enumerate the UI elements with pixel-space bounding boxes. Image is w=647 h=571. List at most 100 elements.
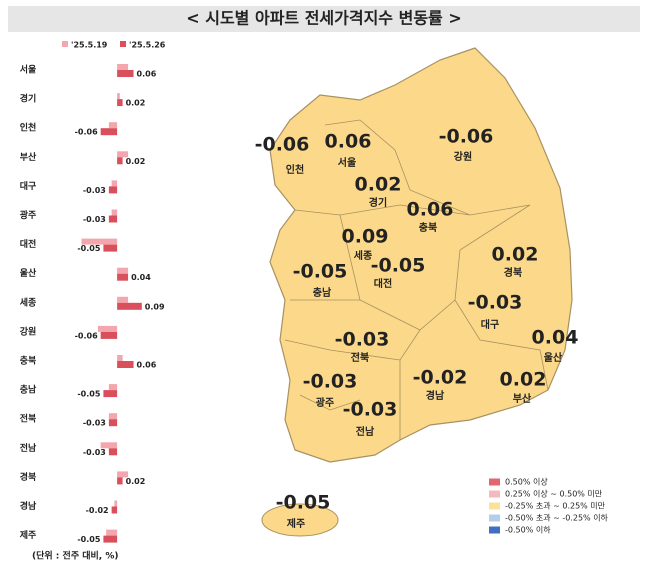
- bar: [100, 128, 118, 136]
- legend-label: -0.50% 이하: [505, 525, 551, 535]
- map-value: -0.05: [293, 261, 348, 283]
- value-label: 0.02: [126, 99, 146, 108]
- category-label: 전남: [20, 442, 37, 454]
- bar: [117, 355, 123, 361]
- legend-label: '25.5.19: [71, 41, 108, 50]
- value-label: 0.09: [145, 302, 165, 311]
- category-label: 경북: [20, 471, 37, 483]
- legend-label: -0.25% 초과 ~ 0.25% 미만: [505, 502, 606, 511]
- bar: [81, 238, 118, 245]
- map-region-name: 세종: [354, 249, 372, 262]
- map-value: -0.05: [276, 492, 331, 514]
- value-label: -0.05: [77, 390, 100, 399]
- value-label: 0.06: [137, 70, 157, 79]
- category-label: 대구: [20, 180, 37, 192]
- bar: [106, 529, 118, 536]
- category-label: 충북: [20, 355, 37, 367]
- legend-swatch: [489, 502, 500, 510]
- map-value: -0.06: [255, 134, 310, 156]
- map-value: 0.02: [500, 369, 547, 391]
- map-region-name: 경북: [504, 266, 522, 279]
- bar: [117, 471, 129, 478]
- map-value: 0.06: [325, 131, 372, 153]
- legend-swatch: [120, 41, 126, 47]
- value-label: -0.02: [86, 506, 109, 515]
- bar: [117, 296, 129, 303]
- value-label: 0.04: [131, 273, 151, 282]
- bar: [117, 151, 129, 158]
- bar: [117, 361, 134, 368]
- bar: [114, 500, 118, 507]
- value-label: -0.06: [75, 128, 98, 137]
- category-label: 강원: [20, 325, 37, 337]
- map-value: 0.02: [492, 244, 539, 266]
- map-region-name: 제주: [287, 517, 305, 530]
- map-value: -0.03: [468, 292, 523, 314]
- map-region-name: 광주: [316, 397, 334, 409]
- map-region-name: 경기: [369, 196, 387, 209]
- value-label: -0.03: [83, 448, 106, 457]
- category-label: 울산: [20, 267, 37, 279]
- value-label: 0.02: [126, 157, 146, 166]
- bar: [108, 384, 118, 391]
- category-label: 광주: [20, 209, 37, 221]
- map-region-name: 인천: [286, 163, 304, 176]
- bar: [108, 186, 118, 194]
- bar: [108, 413, 118, 420]
- bar: [117, 99, 123, 107]
- category-label: 대전: [20, 238, 37, 250]
- map-region-name: 전남: [356, 425, 375, 438]
- jeju-island: [261, 503, 339, 537]
- bar: [108, 215, 118, 223]
- map-value: -0.03: [303, 371, 358, 393]
- bar: [117, 93, 120, 100]
- map-region-name: 서울: [338, 156, 356, 169]
- map-region-name: 대구: [481, 318, 499, 331]
- map-value: 0.09: [342, 226, 389, 248]
- bar: [111, 506, 118, 514]
- map-value: -0.05: [371, 255, 426, 277]
- bar: [117, 70, 134, 77]
- map-value: 0.04: [532, 327, 579, 349]
- map-value: -0.03: [343, 399, 398, 421]
- map-region-name: 대전: [374, 277, 392, 290]
- legend-swatch: [489, 478, 500, 486]
- legend-swatch: [62, 41, 68, 47]
- mainland: [269, 47, 573, 463]
- value-label: -0.05: [77, 535, 100, 544]
- category-label: 인천: [20, 123, 37, 134]
- legend-label: '25.5.26: [129, 41, 166, 50]
- bar: [103, 390, 118, 398]
- map-region-name: 전북: [351, 351, 369, 364]
- map-value: 0.06: [407, 199, 454, 221]
- category-label: 충남: [20, 384, 37, 396]
- legend-swatch: [489, 514, 500, 522]
- bar: [103, 535, 118, 543]
- map-value: -0.06: [439, 126, 494, 148]
- legend-swatch: [489, 526, 500, 534]
- map-value: -0.03: [335, 329, 390, 351]
- bar: [100, 331, 118, 339]
- category-label: 제주: [20, 529, 37, 541]
- map-region-name: 경남: [426, 389, 445, 402]
- unit-note: (단위 : 전주 대비, %): [32, 550, 118, 562]
- map: [261, 47, 573, 537]
- category-label: 전북: [20, 413, 37, 425]
- value-label: -0.03: [83, 215, 106, 224]
- bar: [108, 448, 118, 456]
- title: < 시도별 아파트 전세가격지수 변동률 >: [186, 9, 461, 28]
- title-band: [8, 6, 640, 32]
- legend-label: 0.50% 이상: [505, 477, 548, 487]
- map-region-name: 울산: [544, 351, 563, 364]
- map-region-name: 강원: [454, 150, 472, 163]
- bar: [117, 267, 129, 274]
- value-label: 0.02: [126, 477, 146, 486]
- map-region-name: 충북: [419, 221, 437, 234]
- category-label: 세종: [20, 296, 37, 308]
- map-value: 0.02: [355, 174, 402, 196]
- map-value: -0.02: [413, 367, 468, 389]
- bar: [97, 325, 118, 332]
- bar: [111, 209, 118, 216]
- value-label: -0.03: [83, 186, 106, 195]
